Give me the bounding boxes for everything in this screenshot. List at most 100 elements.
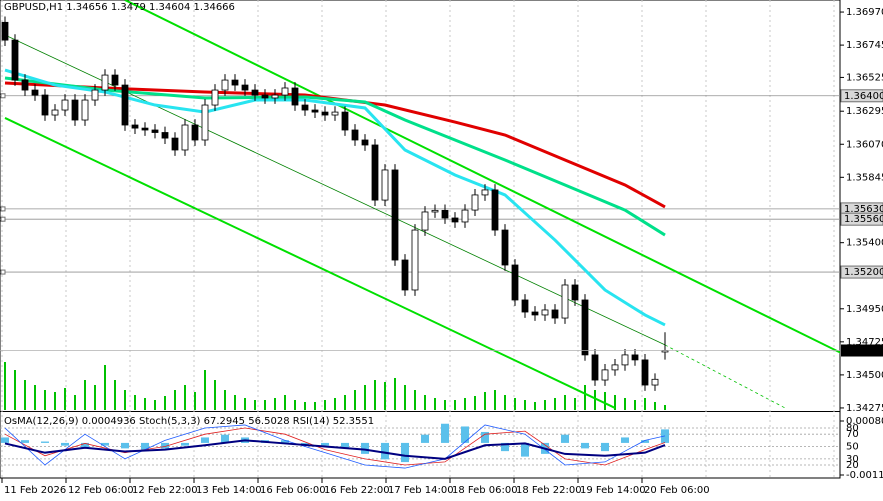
volume-bar (134, 395, 136, 410)
y-tick-label: 1.36525 (846, 72, 883, 83)
close-value: 1.34666 (194, 2, 235, 13)
candle-body (501, 229, 509, 266)
osma-bar (421, 434, 429, 443)
candle-body (361, 139, 369, 146)
price-panel (0, 0, 840, 410)
volume-bar (324, 400, 326, 410)
candle-body (181, 124, 189, 151)
volume-bar (64, 388, 66, 410)
x-tick-label: 17 Feb 14:00 (388, 485, 454, 496)
symbol: GBPUSD,H1 (4, 2, 63, 13)
volume-bar (144, 398, 146, 410)
candle-body (531, 311, 539, 316)
candle-body (111, 74, 119, 86)
candle-body (631, 354, 639, 361)
open-value: 1.34656 (66, 2, 107, 13)
candle-body (1, 21, 9, 41)
candle-body (421, 211, 429, 231)
volume-bar (474, 396, 476, 410)
candle-body (211, 89, 219, 106)
y-tick-label: 1.35845 (846, 172, 883, 183)
candle-body (441, 209, 449, 219)
volume-bar (404, 385, 406, 410)
osma-bar (601, 442, 609, 452)
candle-body (271, 94, 279, 99)
volume-bar (174, 390, 176, 410)
volume-bar (264, 400, 266, 410)
osma-bar (401, 442, 409, 463)
volume-bar (74, 395, 76, 410)
candle-body (191, 124, 199, 141)
volume-bar (594, 390, 596, 410)
moving-average (4, 76, 666, 237)
osma-tick-label: 0.000800 (846, 416, 883, 427)
volume-bar (464, 398, 466, 410)
volume-bar (424, 395, 426, 410)
candle-body (591, 354, 599, 381)
rsi-tick-label: 20 (846, 460, 859, 471)
candle-body (571, 284, 579, 301)
candle-body (51, 109, 59, 116)
osma-bar (61, 442, 69, 446)
osma-bar (341, 442, 349, 449)
candle-body (341, 111, 349, 131)
volume-bar (454, 400, 456, 410)
osma-tick-label: -0.001171 (846, 470, 883, 481)
rsi-tick-label: 80 (846, 423, 859, 434)
candle-body (41, 94, 49, 116)
volume-bar (254, 400, 256, 410)
stoch-signal-value: 56.5028 (248, 416, 289, 427)
volume-bar (614, 395, 616, 410)
osma-bar (181, 442, 189, 446)
candle-body (561, 284, 569, 319)
candle-body (431, 209, 439, 213)
volume-bar (414, 390, 416, 410)
candle-body (611, 364, 619, 371)
volume-bar (574, 398, 576, 410)
volume-bar (224, 390, 226, 410)
candle-body (351, 129, 359, 141)
osma-bar (581, 442, 589, 449)
candle-body (121, 84, 129, 126)
volume-bar (154, 400, 156, 410)
candle-body (151, 129, 159, 133)
osma-bar (621, 437, 629, 443)
trendline (664, 344, 786, 409)
volume-bar (604, 392, 606, 410)
y-tick-label: 1.34500 (846, 370, 883, 381)
y-tick-label: 1.36970 (846, 7, 883, 18)
y-tick-label: 1.36745 (846, 40, 883, 51)
osma-bar (101, 442, 109, 446)
candle-body (281, 87, 289, 96)
x-tick-label: 19 Feb 14:00 (580, 485, 646, 496)
candle-body (471, 194, 479, 211)
volume-bar (114, 380, 116, 410)
osma-bar (161, 442, 169, 449)
volume-bar (24, 380, 26, 410)
y-tick-label: 1.34950 (846, 304, 883, 315)
volume-bar (484, 392, 486, 410)
volume-bar (524, 400, 526, 410)
candle-body (311, 109, 319, 113)
candle-body (81, 99, 89, 121)
osma-bar (641, 440, 649, 443)
candle-body (71, 99, 79, 121)
x-tick-label: 11 Feb 2026 (4, 485, 66, 496)
candle-body (451, 217, 459, 223)
candle-body (321, 111, 329, 116)
volume-bar (644, 398, 646, 410)
candle-body (391, 169, 399, 261)
stoch-name: Stoch(5,3,3) (139, 416, 201, 427)
x-tick-label: 18 Feb 22:00 (516, 485, 582, 496)
candle-body (301, 104, 309, 111)
volume-bar (214, 380, 216, 410)
level-label-box (840, 212, 883, 226)
candle-body (401, 259, 409, 291)
x-tick-label: 16 Feb 22:00 (324, 485, 390, 496)
candle-body (171, 137, 179, 151)
osma-bar (201, 437, 209, 443)
candle-body (651, 378, 659, 386)
x-tick-label: 20 Feb 06:00 (644, 485, 710, 496)
candle-body (101, 74, 109, 91)
